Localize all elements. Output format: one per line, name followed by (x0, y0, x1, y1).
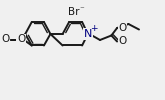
Text: O: O (17, 34, 25, 44)
Text: O: O (118, 36, 127, 46)
Text: O: O (118, 23, 127, 33)
Text: +: + (90, 24, 98, 33)
Text: Br: Br (68, 7, 80, 17)
Text: N: N (84, 29, 92, 39)
Text: ⁻: ⁻ (79, 6, 84, 14)
Text: O: O (1, 34, 10, 44)
